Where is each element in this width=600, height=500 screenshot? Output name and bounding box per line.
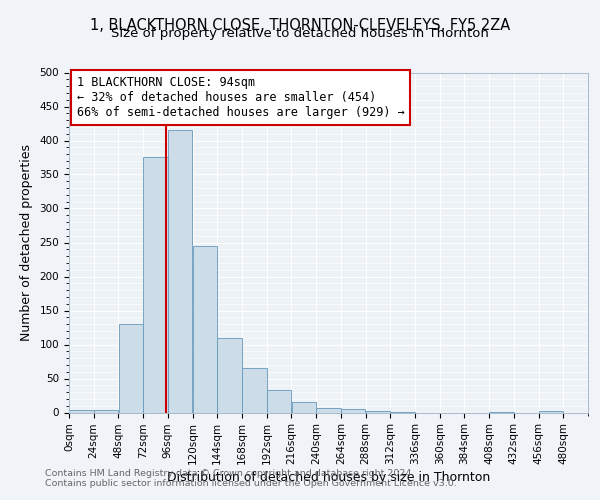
Bar [242,368,266,412]
Bar [217,338,242,412]
Bar [366,411,390,412]
Text: 1 BLACKTHORN CLOSE: 94sqm
← 32% of detached houses are smaller (454)
66% of semi: 1 BLACKTHORN CLOSE: 94sqm ← 32% of detac… [77,76,404,119]
Bar [69,410,94,412]
Bar [94,410,118,412]
Text: Contains HM Land Registry data © Crown copyright and database right 2024.: Contains HM Land Registry data © Crown c… [45,468,415,477]
Bar [539,411,563,412]
Bar [316,408,341,412]
Bar [267,390,291,412]
Bar [292,402,316,412]
Y-axis label: Number of detached properties: Number of detached properties [20,144,32,341]
Text: Size of property relative to detached houses in Thornton: Size of property relative to detached ho… [111,28,489,40]
Text: 1, BLACKTHORN CLOSE, THORNTON-CLEVELEYS, FY5 2ZA: 1, BLACKTHORN CLOSE, THORNTON-CLEVELEYS,… [90,18,510,32]
Bar [168,130,193,412]
X-axis label: Distribution of detached houses by size in Thornton: Distribution of detached houses by size … [167,472,490,484]
Bar [193,246,217,412]
Text: Contains public sector information licensed under the Open Government Licence v3: Contains public sector information licen… [45,478,457,488]
Bar [143,158,168,412]
Bar [341,409,365,412]
Bar [119,324,143,412]
